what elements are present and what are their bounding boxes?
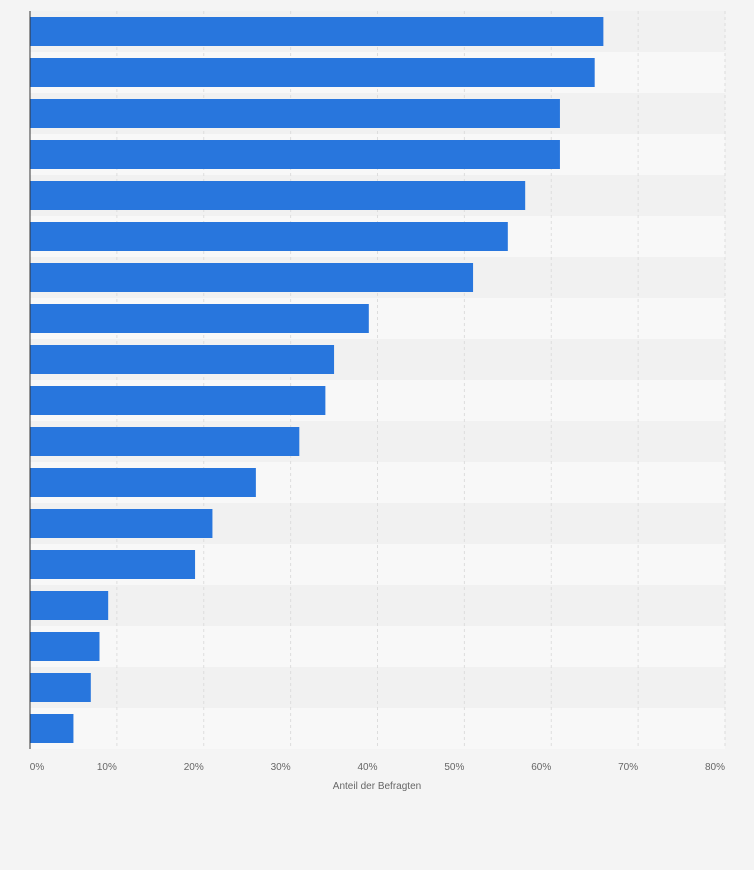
bar [30, 140, 560, 169]
x-axis-title: Anteil der Befragten [333, 781, 421, 792]
x-tick-label: 30% [271, 762, 291, 773]
bar [30, 345, 335, 374]
bar [30, 591, 109, 620]
bar [30, 304, 369, 333]
bar [30, 181, 526, 210]
bar [30, 386, 326, 415]
x-tick-label: 40% [357, 762, 377, 773]
bar [30, 263, 474, 292]
bar [30, 58, 595, 87]
bar [30, 550, 196, 579]
x-tick-label: 60% [531, 762, 551, 773]
bar [30, 509, 213, 538]
x-tick-label: 70% [618, 762, 638, 773]
bar [30, 714, 74, 743]
bar [30, 673, 91, 702]
bar [30, 17, 604, 46]
bar [30, 222, 508, 251]
x-tick-label: 50% [444, 762, 464, 773]
bar [30, 427, 300, 456]
bar [30, 468, 256, 497]
bar [30, 99, 560, 128]
grid-lines [116, 11, 726, 749]
x-axis-ticks: 0% 10% 20% 30% 40% 50% 60% 70% 80% [30, 762, 725, 773]
x-tick-label: 20% [184, 762, 204, 773]
x-tick-label: 10% [97, 762, 117, 773]
bars [30, 17, 604, 743]
bar [30, 632, 100, 661]
x-tick-label: 0% [30, 762, 45, 773]
x-tick-label: 80% [705, 762, 725, 773]
